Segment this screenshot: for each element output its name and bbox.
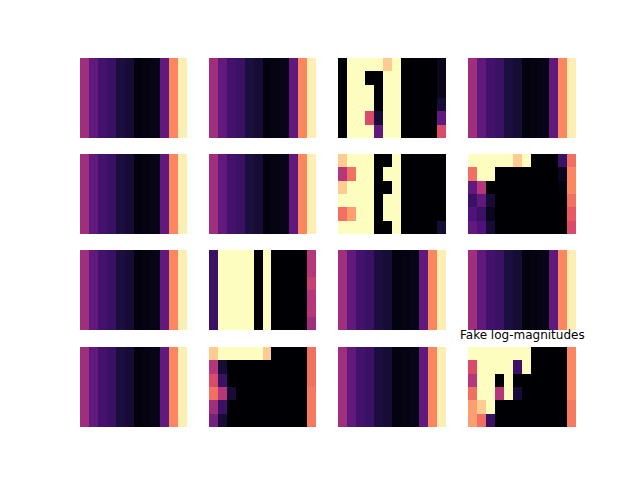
- svg-text:Fake log-magnitudes: Fake log-magnitudes: [460, 328, 585, 342]
